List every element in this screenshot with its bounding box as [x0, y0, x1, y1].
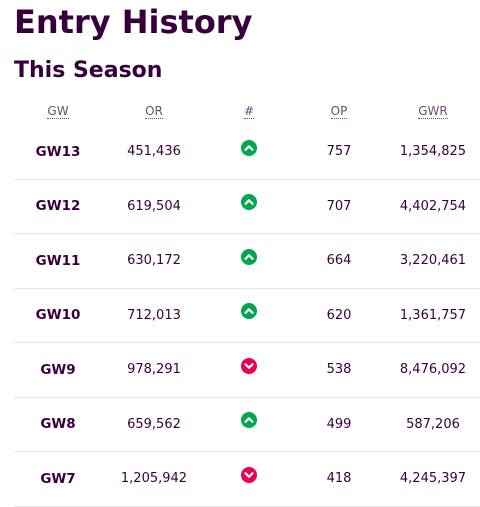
table-row: GW11 630,172 664 3,220,461: [14, 234, 480, 289]
overall-rank-cell: 630,172: [127, 253, 181, 269]
table-row: GW7 1,205,942 418 4,245,397: [14, 452, 480, 507]
overall-points-cell: 538: [326, 362, 352, 378]
overall-points-cell: 418: [326, 471, 352, 487]
rank-change-cell: [206, 303, 292, 323]
overall-points-cell: 707: [326, 198, 352, 214]
header-or[interactable]: OR: [145, 104, 163, 119]
chevron-down-icon: [241, 466, 257, 483]
table-header-row: GW OR # OP GWR: [14, 97, 480, 125]
header-change[interactable]: #: [243, 104, 255, 119]
gameweek-cell: GW12: [35, 198, 81, 215]
header-gwr[interactable]: GWR: [418, 104, 448, 119]
chevron-up-icon: [241, 303, 257, 320]
table-row: GW12 619,504 707 4,402,754: [14, 180, 480, 234]
header-op[interactable]: OP: [330, 104, 348, 119]
gameweek-rank-cell: 4,245,397: [399, 471, 467, 487]
rank-change-cell: [206, 194, 292, 214]
gameweek-cell: GW9: [40, 361, 76, 378]
chevron-up-icon: [241, 412, 257, 429]
gameweek-cell: GW13: [35, 143, 81, 160]
chevron-up-icon: [241, 248, 257, 265]
chevron-up-icon: [241, 194, 257, 211]
overall-rank-cell: 619,504: [127, 198, 181, 214]
overall-rank-cell: 659,562: [127, 416, 181, 432]
overall-rank-cell: 451,436: [127, 144, 181, 160]
gameweek-cell: GW10: [35, 307, 81, 324]
overall-rank-cell: 1,205,942: [120, 471, 188, 487]
gameweek-cell: GW8: [40, 416, 76, 433]
overall-rank-cell: 978,291: [127, 362, 181, 378]
overall-points-cell: 499: [326, 416, 352, 432]
rank-change-cell: [206, 139, 292, 160]
chevron-up-icon: [241, 139, 257, 156]
table-row: GW13 451,436 757 1,354,825: [14, 125, 480, 180]
page-title: Entry History: [14, 3, 253, 41]
gameweek-rank-cell: 1,354,825: [399, 144, 467, 160]
table-row: GW10 712,013 620 1,361,757: [14, 289, 480, 343]
gameweek-cell: GW11: [35, 252, 81, 269]
gameweek-rank-cell: 587,206: [406, 416, 460, 432]
gameweek-cell: GW7: [40, 470, 76, 487]
overall-points-cell: 664: [326, 253, 352, 269]
rank-change-cell: [206, 466, 292, 487]
rank-change-cell: [206, 357, 292, 378]
overall-points-cell: 757: [326, 144, 352, 160]
entry-history-table: GW OR # OP GWR GW13 451,436 757 1,354,825 GW…: [14, 97, 480, 507]
chevron-down-icon: [241, 357, 257, 374]
overall-points-cell: 620: [326, 307, 352, 323]
gameweek-rank-cell: 3,220,461: [399, 253, 467, 269]
table-row: GW8 659,562 499 587,206: [14, 398, 480, 452]
rank-change-cell: [206, 248, 292, 269]
section-title: This Season: [14, 58, 163, 83]
gameweek-rank-cell: 8,476,092: [399, 362, 467, 378]
rank-change-cell: [206, 412, 292, 432]
gameweek-rank-cell: 1,361,757: [399, 307, 467, 323]
overall-rank-cell: 712,013: [127, 307, 181, 323]
table-body: GW13 451,436 757 1,354,825 GW12 619,504 707 4,4…: [14, 125, 480, 507]
table-row: GW9 978,291 538 8,476,092: [14, 343, 480, 398]
gameweek-rank-cell: 4,402,754: [399, 198, 467, 214]
header-gw[interactable]: GW: [47, 104, 69, 119]
